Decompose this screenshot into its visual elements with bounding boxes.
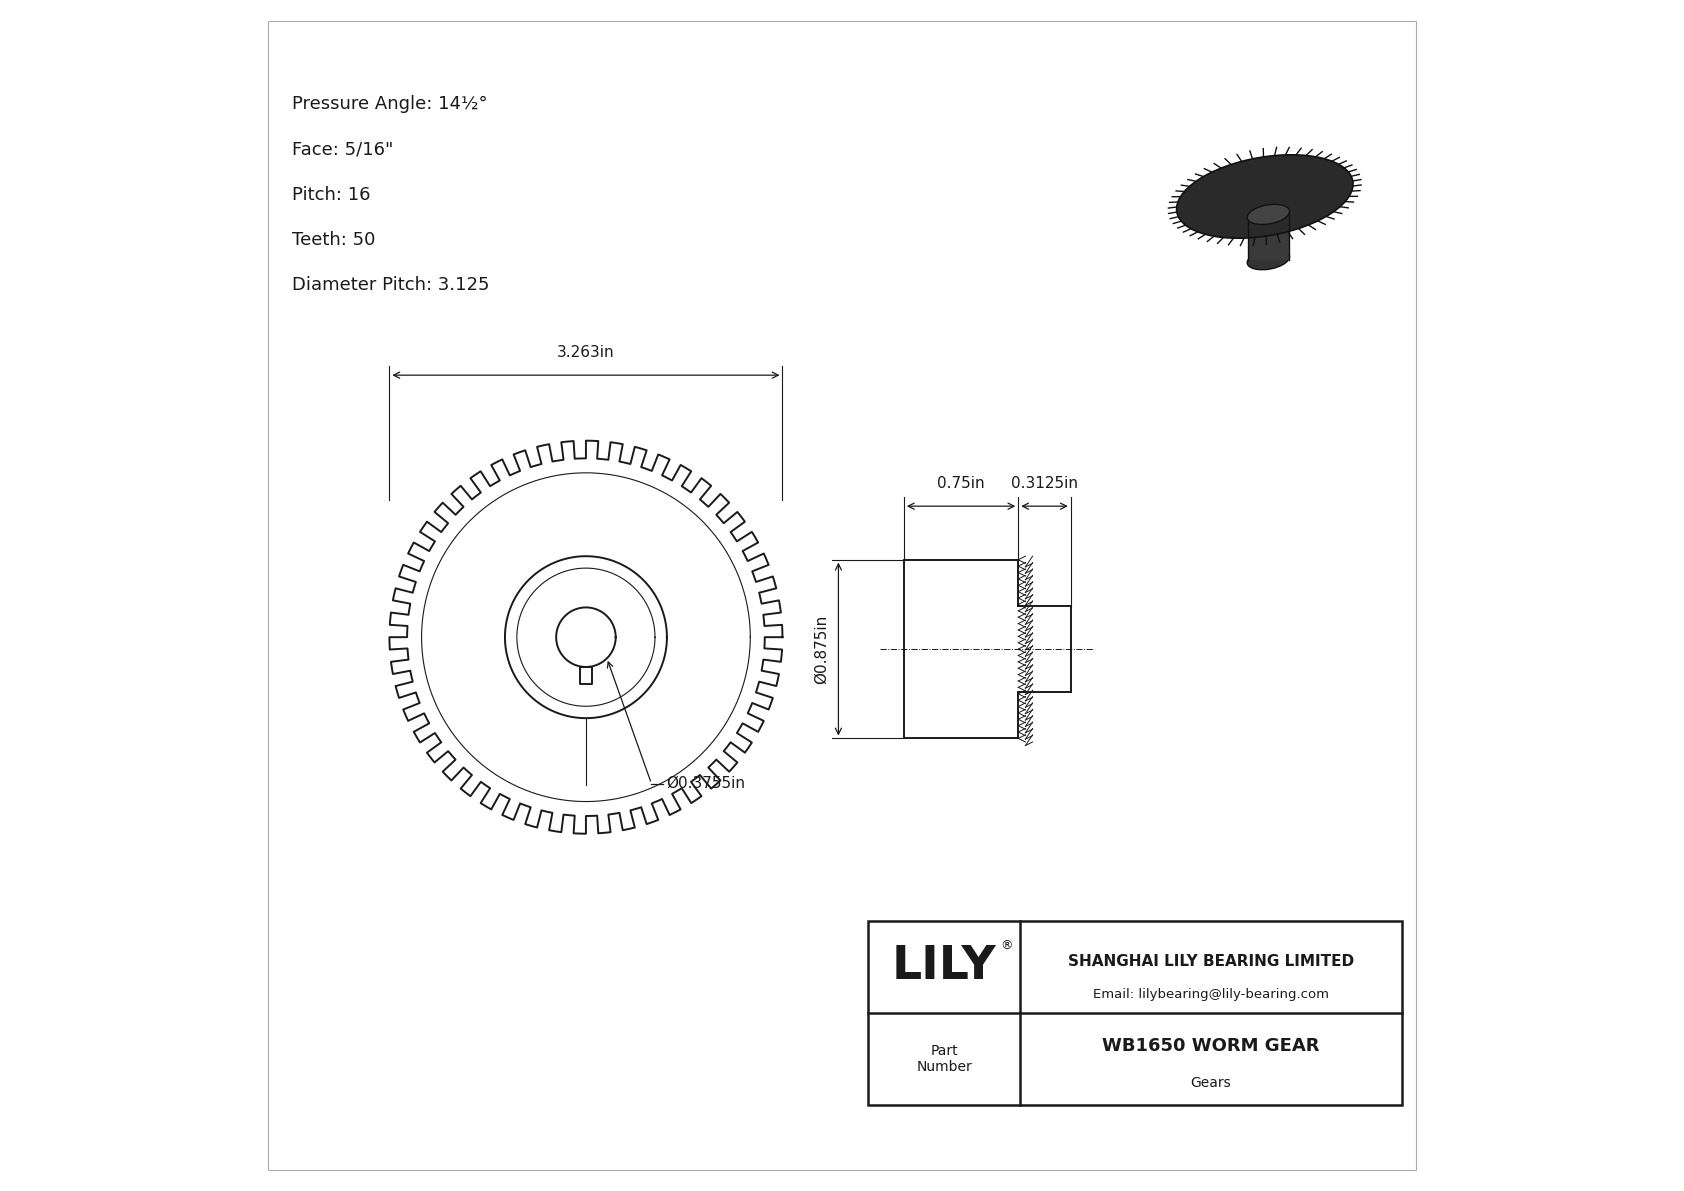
Text: ®: ® bbox=[1000, 939, 1012, 952]
Text: 0.75in: 0.75in bbox=[938, 475, 985, 491]
Text: Pitch: 16: Pitch: 16 bbox=[291, 186, 370, 204]
Text: Teeth: 50: Teeth: 50 bbox=[291, 231, 376, 249]
Text: WB1650 WORM GEAR: WB1650 WORM GEAR bbox=[1103, 1037, 1320, 1055]
Ellipse shape bbox=[1248, 250, 1290, 269]
Ellipse shape bbox=[1177, 155, 1352, 238]
Text: Part
Number: Part Number bbox=[916, 1045, 972, 1074]
Text: Gears: Gears bbox=[1191, 1077, 1231, 1090]
Text: 0.3125in: 0.3125in bbox=[1010, 475, 1078, 491]
FancyBboxPatch shape bbox=[1248, 214, 1290, 260]
Text: Email: lilybearing@lily-bearing.com: Email: lilybearing@lily-bearing.com bbox=[1093, 989, 1329, 1000]
Text: Pressure Angle: 14½°: Pressure Angle: 14½° bbox=[291, 95, 487, 113]
Text: Ø0.875in: Ø0.875in bbox=[813, 615, 829, 684]
Text: SHANGHAI LILY BEARING LIMITED: SHANGHAI LILY BEARING LIMITED bbox=[1068, 954, 1354, 968]
Text: Ø0.3755in: Ø0.3755in bbox=[665, 777, 744, 791]
Ellipse shape bbox=[1248, 205, 1290, 224]
Text: 3.263in: 3.263in bbox=[557, 344, 615, 360]
Text: Face: 5/16": Face: 5/16" bbox=[291, 141, 392, 158]
Text: LILY: LILY bbox=[893, 944, 997, 990]
Text: Diameter Pitch: 3.125: Diameter Pitch: 3.125 bbox=[291, 276, 490, 294]
